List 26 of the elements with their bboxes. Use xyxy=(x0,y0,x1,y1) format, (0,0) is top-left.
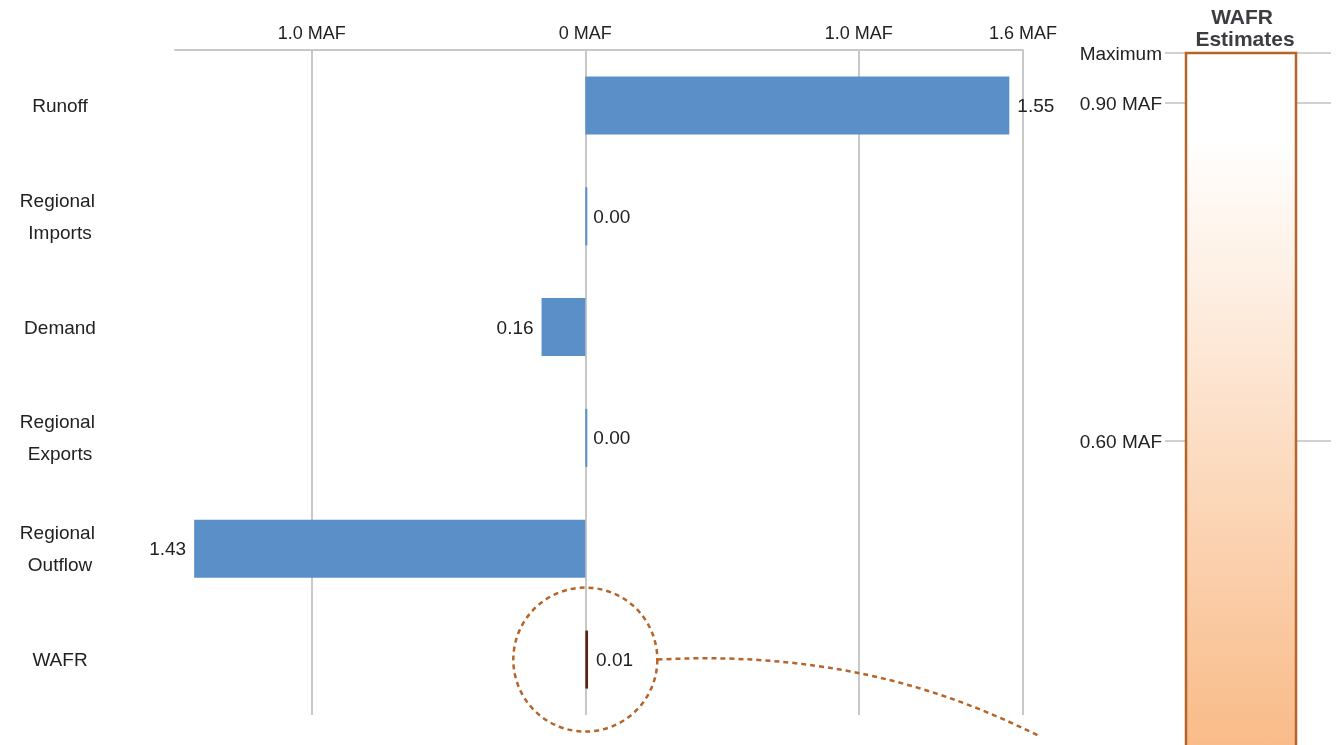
data-label: 1.43 xyxy=(149,538,187,560)
bar xyxy=(194,519,586,578)
data-label: 0.00 xyxy=(593,427,631,449)
y-tick-label: Runoff xyxy=(32,94,89,116)
y-tick-label: Demand xyxy=(24,316,96,338)
x-tick-label: 1.0 MAF xyxy=(277,23,346,43)
bar xyxy=(585,630,589,689)
bar xyxy=(585,76,1010,135)
y-tick-label: Regional Imports xyxy=(19,189,101,243)
data-label: 0.00 xyxy=(593,205,631,227)
bar xyxy=(585,408,588,467)
bar xyxy=(541,298,586,357)
data-label: 0.01 xyxy=(596,649,634,671)
text: Maximum xyxy=(1079,42,1162,64)
y-tick-label: WAFR xyxy=(32,649,88,671)
y-tick-label: Regional Outflow xyxy=(19,522,101,576)
text: 0.90 MAF xyxy=(1079,92,1162,114)
x-tick-label: 1.6 MAF xyxy=(988,23,1058,43)
bar xyxy=(585,187,588,246)
y-tick-label: Regional Exports xyxy=(19,411,101,465)
data-label: 0.16 xyxy=(496,316,534,338)
x-tick-label: 1.0 MAF xyxy=(824,23,893,43)
text: 0.60 MAF xyxy=(1079,430,1162,452)
x-tick-label: 0 MAF xyxy=(558,23,612,43)
text: WAFR Estimates xyxy=(1195,4,1295,50)
data-label: 1.55 xyxy=(1017,94,1055,116)
